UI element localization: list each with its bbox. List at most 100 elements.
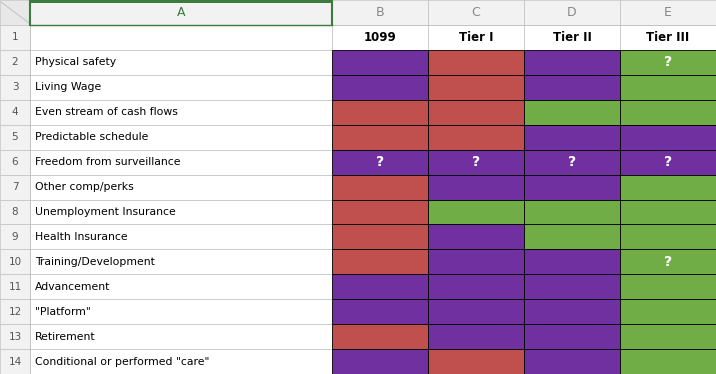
Text: 9: 9 [11,232,19,242]
Text: Other comp/perks: Other comp/perks [35,182,134,192]
Bar [428,0,524,25]
Bar [620,150,716,175]
Bar [30,75,332,100]
Bar [30,100,332,125]
Bar [524,125,620,150]
Bar [30,299,332,324]
Bar [524,299,620,324]
Bar [524,50,620,75]
Text: 13: 13 [9,332,21,341]
Text: 1099: 1099 [364,31,396,44]
Text: 14: 14 [9,356,21,367]
Text: ?: ? [472,155,480,169]
Bar [0,249,30,274]
Text: Tier III: Tier III [647,31,690,44]
Bar [524,274,620,299]
Bar [428,299,524,324]
Bar [30,249,332,274]
Bar [620,75,716,100]
Bar [428,125,524,150]
Text: ?: ? [664,55,672,70]
Bar [30,224,332,249]
Bar [30,324,332,349]
Bar [428,150,524,175]
Bar [524,0,620,25]
Bar [428,324,524,349]
Bar [428,224,524,249]
Text: ?: ? [664,255,672,269]
Bar [428,100,524,125]
Bar [524,249,620,274]
Text: B: B [376,6,384,19]
Bar [620,0,716,25]
Bar [524,224,620,249]
Text: Training/Development: Training/Development [35,257,155,267]
Bar [332,349,428,374]
Text: A: A [177,6,185,19]
Bar [332,0,428,25]
Bar [332,100,428,125]
Bar [332,249,428,274]
Text: 10: 10 [9,257,21,267]
Bar [30,125,332,150]
Text: 2: 2 [11,57,19,67]
Bar [332,75,428,100]
Bar [428,175,524,199]
Bar [620,50,716,75]
Text: Health Insurance: Health Insurance [35,232,127,242]
Bar [332,25,428,50]
Bar [0,175,30,199]
Text: 11: 11 [9,282,21,292]
Bar [524,25,620,50]
Bar [620,274,716,299]
Text: 3: 3 [11,82,19,92]
Text: C: C [472,6,480,19]
Bar [0,75,30,100]
Text: 12: 12 [9,307,21,317]
Bar [620,100,716,125]
Bar [30,274,332,299]
Text: D: D [567,6,577,19]
Bar [428,249,524,274]
Bar [620,224,716,249]
Bar [620,249,716,274]
Bar [30,0,332,3]
Bar [620,25,716,50]
Bar [428,50,524,75]
Bar [30,50,332,75]
Text: "Platform": "Platform" [35,307,91,317]
Text: E: E [664,6,672,19]
Bar [30,175,332,199]
Bar [524,349,620,374]
Bar [0,274,30,299]
Bar [524,150,620,175]
Text: Tier I: Tier I [459,31,493,44]
Text: ?: ? [664,155,672,169]
Bar [332,299,428,324]
Bar [0,50,30,75]
Text: ?: ? [568,155,576,169]
Bar [620,125,716,150]
Bar [428,349,524,374]
Bar [0,150,30,175]
Bar [332,199,428,224]
Bar [0,324,30,349]
Text: 1: 1 [11,33,19,43]
Text: ?: ? [376,155,384,169]
Text: Conditional or performed "care": Conditional or performed "care" [35,356,209,367]
Bar [620,175,716,199]
Bar [332,50,428,75]
Text: 7: 7 [11,182,19,192]
Text: Tier II: Tier II [553,31,591,44]
Text: Physical safety: Physical safety [35,57,116,67]
Bar [332,324,428,349]
Bar [620,324,716,349]
Bar [30,25,332,50]
Bar [30,349,332,374]
Bar [0,199,30,224]
Bar [332,125,428,150]
Bar [620,199,716,224]
Bar [0,224,30,249]
Bar [30,150,332,175]
Text: 4: 4 [11,107,19,117]
